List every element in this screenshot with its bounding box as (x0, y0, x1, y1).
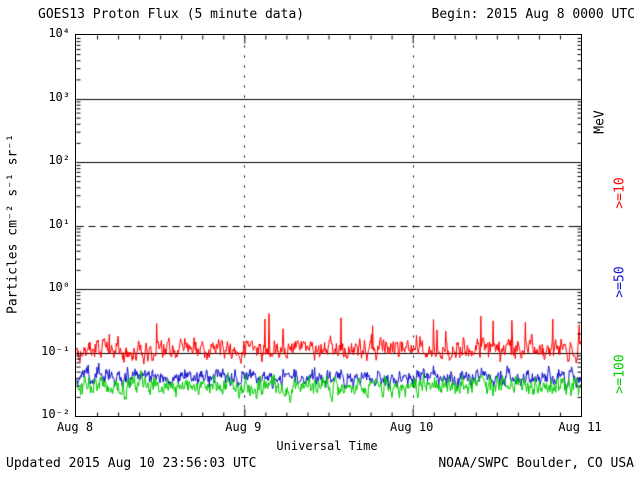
chart-title: GOES13 Proton Flux (5 minute data) (38, 7, 305, 22)
x-tick-label: Aug 9 (225, 420, 262, 434)
x-axis-ticks: Aug 8 Aug 9 Aug 10 Aug 11 (0, 420, 640, 436)
y-tick-label: 10⁻² (41, 407, 70, 421)
y-tick-label: 10⁰ (48, 280, 70, 294)
series-label-10: >=10 (612, 177, 628, 209)
x-tick-label: Aug 8 (56, 420, 94, 434)
x-tick-label: Aug 10 (389, 420, 434, 434)
y-axis-label: Particles cm⁻² s⁻¹ sr⁻¹ (5, 133, 21, 315)
begin-timestamp: Begin: 2015 Aug 8 0000 UTC (431, 7, 636, 22)
y-tick-label: 10¹ (48, 216, 70, 231)
y-tick-label: 10⁴ (48, 26, 70, 40)
y-tick-label: 10³ (48, 89, 70, 104)
right-axis-unit-label: MeV (592, 110, 608, 134)
y-tick-label: 10² (48, 153, 70, 167)
plot-canvas (76, 35, 581, 416)
x-axis-title: Universal Time (276, 439, 378, 453)
source-attribution: NOAA/SWPC Boulder, CO USA (438, 456, 634, 471)
series-label-50: >=50 (612, 266, 628, 298)
updated-timestamp: Updated 2015 Aug 10 23:56:03 UTC (6, 456, 257, 471)
series-label-100: >=100 (612, 354, 628, 394)
x-tick-label: Aug 11 (558, 420, 602, 434)
y-axis-ticks: 10⁴ 10³ 10² 10¹ 10⁰ 10⁻¹ 10⁻² (24, 0, 72, 480)
plot-area (75, 34, 582, 417)
y-tick-label: 10⁻¹ (41, 343, 70, 358)
